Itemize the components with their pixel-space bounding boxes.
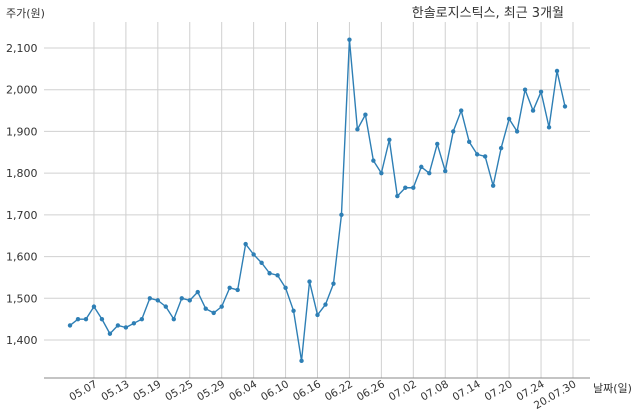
x-tick-label: 06.04 xyxy=(227,378,259,404)
x-tick-label: 07.08 xyxy=(419,378,451,403)
data-point xyxy=(490,183,496,188)
data-point xyxy=(514,129,520,134)
x-axis-label: 날짜(일) xyxy=(593,381,632,395)
data-point xyxy=(387,137,392,142)
data-point xyxy=(363,112,368,117)
data-point xyxy=(291,308,296,313)
data-point xyxy=(203,306,208,311)
data-point xyxy=(139,316,145,322)
data-point xyxy=(235,287,240,293)
data-point xyxy=(243,241,248,247)
data-point xyxy=(451,129,456,134)
x-tick-label: 06.26 xyxy=(355,378,387,404)
data-point xyxy=(155,298,161,303)
y-tick-labels: 1,400 1,500 1,600 1,700 1,800 1,900 2,000 2,100 xyxy=(6,42,38,347)
data-point xyxy=(147,296,153,301)
data-point xyxy=(307,279,312,284)
data-point xyxy=(315,312,320,318)
data-point xyxy=(299,358,304,364)
x-tick-label: 06.10 xyxy=(259,378,291,403)
data-point xyxy=(411,185,416,190)
y-tick-label: 2,000 xyxy=(6,84,38,97)
y-tick-label: 2,100 xyxy=(6,42,38,55)
data-point xyxy=(195,289,200,295)
data-point xyxy=(107,331,113,336)
data-point xyxy=(474,152,480,157)
data-point xyxy=(403,185,408,190)
data-point xyxy=(538,89,544,95)
data-point xyxy=(123,325,129,330)
data-point xyxy=(530,108,536,113)
data-point xyxy=(75,316,81,322)
x-tick-label: 06.22 xyxy=(323,378,355,403)
data-point xyxy=(331,281,336,286)
data-point xyxy=(227,285,232,291)
x-tick-label: 05.25 xyxy=(163,378,195,403)
x-tick-label: 07.20 xyxy=(483,378,515,403)
horizontal-gridlines xyxy=(44,47,590,341)
data-point xyxy=(267,271,272,276)
data-point xyxy=(554,68,560,74)
data-point xyxy=(339,212,344,218)
y-tick-label: 1,800 xyxy=(6,167,38,180)
data-point xyxy=(498,145,504,151)
data-point xyxy=(187,298,192,303)
data-point xyxy=(211,310,216,316)
data-point xyxy=(379,170,384,176)
data-point xyxy=(466,139,472,145)
data-point xyxy=(99,316,105,322)
data-point xyxy=(419,164,424,170)
data-point xyxy=(443,168,448,174)
data-point xyxy=(435,141,440,147)
data-point xyxy=(562,104,568,109)
y-tick-label: 1,400 xyxy=(6,334,38,347)
data-point xyxy=(91,304,97,309)
data-point xyxy=(459,108,464,113)
x-tick-label: 05.13 xyxy=(99,378,131,403)
x-tick-label: 05.19 xyxy=(131,378,163,403)
data-point xyxy=(546,125,552,130)
data-point xyxy=(323,302,328,307)
y-axis-label: 주가(원) xyxy=(6,7,45,20)
vertical-gridlines xyxy=(93,22,574,378)
data-point xyxy=(371,158,376,163)
x-tick-label: 05.07 xyxy=(67,378,99,403)
data-point xyxy=(115,323,121,328)
data-point xyxy=(283,285,288,291)
y-tick-label: 1,600 xyxy=(6,251,38,264)
data-point xyxy=(131,321,137,326)
data-point xyxy=(482,154,488,159)
y-tick-label: 1,700 xyxy=(6,209,38,222)
data-point xyxy=(179,296,184,301)
price-data-points xyxy=(67,37,568,364)
y-tick-label: 1,500 xyxy=(6,292,38,305)
data-point xyxy=(67,323,73,328)
data-point xyxy=(522,87,528,92)
x-tick-label: 05.29 xyxy=(195,378,227,403)
data-point xyxy=(347,37,352,42)
data-point xyxy=(163,304,169,309)
data-point xyxy=(395,193,400,199)
x-tick-label: 07.02 xyxy=(387,378,419,403)
data-point xyxy=(275,273,280,278)
data-point xyxy=(355,127,360,132)
y-tick-label: 1,900 xyxy=(6,125,38,138)
x-tick-label: 06.16 xyxy=(291,378,323,404)
data-point xyxy=(251,252,256,257)
chart-title: 한솔로지스틱스, 최근 3개월 xyxy=(412,6,564,21)
data-point xyxy=(219,304,224,309)
x-tick-label: 07.14 xyxy=(451,378,483,404)
data-point xyxy=(506,116,512,122)
data-point xyxy=(427,170,432,176)
data-point xyxy=(171,316,176,322)
data-point xyxy=(83,316,89,322)
x-tick-labels: 05.07 05.13 05.19 05.25 05.29 06.04 06.10 06.16… xyxy=(67,378,578,412)
data-point xyxy=(259,260,264,266)
